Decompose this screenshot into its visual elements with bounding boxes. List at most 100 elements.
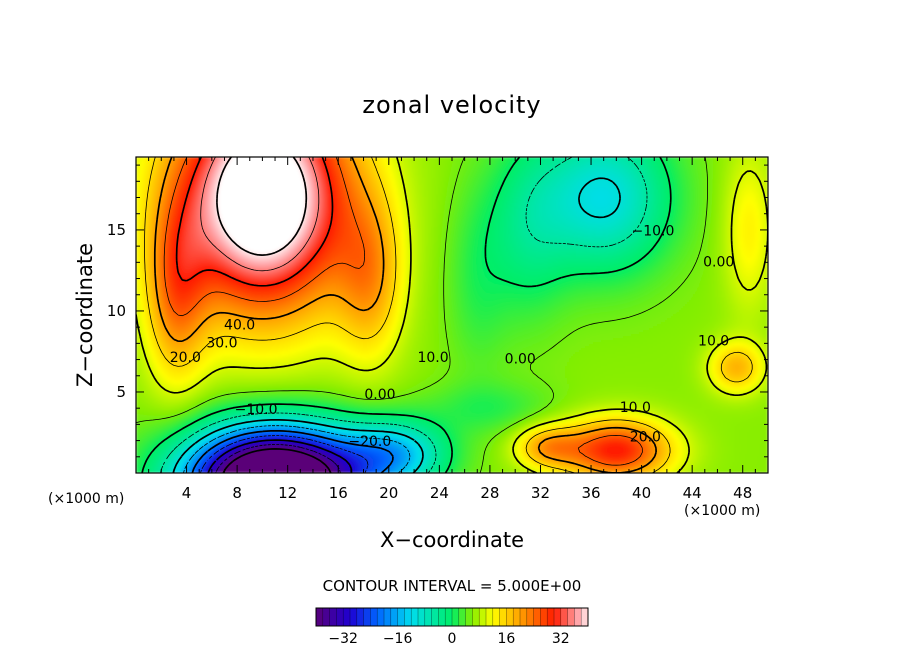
colorbar-cell [431, 608, 439, 626]
colorbar-cell [499, 608, 507, 626]
contour-label: 0.00 [505, 352, 536, 368]
colorbar-cell [492, 608, 500, 626]
velocity-field-shading [136, 157, 768, 473]
x-unit-label-left: (×1000 m) [48, 491, 124, 507]
colorbar-cell [424, 608, 432, 626]
colorbar-cell [363, 608, 371, 626]
colorbar-cell [554, 608, 562, 626]
colorbar-cell [574, 608, 582, 626]
contour-line [200, 157, 320, 272]
y-axis-title: Z−coordinate [73, 243, 97, 387]
contour-label: −20.0 [348, 434, 391, 450]
contour-label: 20.0 [630, 429, 661, 445]
x-axis: 4 8 12 16 20 24 28 32 36 40 44 48 [148, 157, 756, 502]
x-tick-label: 44 [683, 484, 702, 502]
x-tick-label: 12 [278, 484, 297, 502]
x-tick-label: 32 [531, 484, 550, 502]
colorbar-cell [316, 608, 324, 626]
colorbar-cell [513, 608, 521, 626]
contour-line [136, 157, 768, 473]
contour-line [141, 157, 672, 473]
x-tick-label: 16 [329, 484, 348, 502]
y-axis: 5 10 15 [107, 164, 768, 458]
colorbar-cell [465, 608, 473, 626]
contour-labels: 40.030.0 20.0 10.0 0.00 −10.0 −20.0 0.00 10.0 20… [170, 224, 735, 451]
x-tick-label: 20 [379, 484, 398, 502]
colorbar-cell [445, 608, 453, 626]
colorbar-cell [370, 608, 378, 626]
colorbar-cell [384, 608, 392, 626]
x-tick-label: 4 [182, 484, 192, 502]
colorbar-cell [322, 608, 330, 626]
colorbar-cell [547, 608, 555, 626]
contour-label: 40.0 [224, 318, 255, 334]
x-tick-label: 28 [480, 484, 499, 502]
colorbar-cell [526, 608, 534, 626]
colorbar-cell [438, 608, 446, 626]
contour-line [216, 157, 308, 256]
colorbar-cell [520, 608, 528, 626]
colorbar-cell [336, 608, 344, 626]
colorbar-frame [315, 607, 589, 627]
colorbar-cell [452, 608, 460, 626]
colorbar: −32 −16 0 16 32 [315, 607, 589, 647]
contour-line [200, 435, 369, 473]
y-tick-label: 5 [116, 383, 126, 401]
contour-label: 10.0 [698, 334, 729, 350]
plot-area: 40.030.0 20.0 10.0 0.00 −10.0 −20.0 0.00 10.0 20… [107, 156, 769, 502]
colorbar-tick-label: −32 [328, 631, 358, 647]
contour-line [207, 439, 353, 473]
colorbar-cell [486, 608, 494, 626]
contour-line [183, 425, 411, 473]
contour-line [136, 157, 708, 473]
colorbar-tick-label: 16 [497, 631, 515, 647]
x-unit-label-right: (×1000 m) [684, 503, 760, 519]
y-tick-label: 15 [107, 221, 126, 239]
contour-interval-label: CONTOUR INTERVAL = 5.000E+00 [323, 577, 582, 595]
colorbar-tick-label: 0 [448, 631, 457, 647]
colorbar-cell [560, 608, 568, 626]
x-tick-label: 40 [632, 484, 651, 502]
colorbar-cell [343, 608, 351, 626]
contour-label: 30.0 [206, 335, 237, 351]
contour-label: −10.0 [632, 224, 675, 240]
colorbar-cell [472, 608, 480, 626]
colorbar-cell [418, 608, 426, 626]
colorbar-tick-label: 32 [552, 631, 570, 647]
colorbar-cell [356, 608, 364, 626]
contour-label: 10.0 [417, 350, 448, 366]
colorbar-cell [397, 608, 405, 626]
y-tick-label: 10 [107, 302, 126, 320]
colorbar-cell [479, 608, 487, 626]
x-tick-label: 36 [581, 484, 600, 502]
x-tick-label: 24 [430, 484, 449, 502]
x-tick-label: 8 [232, 484, 242, 502]
chart-title: zonal velocity [362, 91, 541, 119]
contour-lines [136, 157, 768, 473]
colorbar-cell [506, 608, 514, 626]
contour-label: 0.00 [364, 387, 395, 403]
x-tick-label: 48 [733, 484, 752, 502]
contour-label: 20.0 [170, 350, 201, 366]
colorbar-cell [377, 608, 385, 626]
x-axis-title: X−coordinate [380, 528, 524, 552]
contour-line [191, 429, 394, 473]
colorbar-cell [411, 608, 419, 626]
contour-label: 0.00 [703, 254, 734, 270]
colorbar-cell [458, 608, 466, 626]
colorbar-cell [390, 608, 398, 626]
colorbar-cell [329, 608, 337, 626]
colorbar-cell [567, 608, 575, 626]
contour-line [144, 157, 753, 473]
contour-line [163, 157, 643, 466]
contour-line [222, 448, 332, 473]
colorbar-cell [350, 608, 358, 626]
contour-label: 10.0 [620, 400, 651, 416]
colorbar-cell [581, 608, 589, 626]
colorbar-tick-label: −16 [383, 631, 413, 647]
colorbar-cell [540, 608, 548, 626]
colorbar-cell [533, 608, 541, 626]
contour-line [175, 157, 334, 287]
